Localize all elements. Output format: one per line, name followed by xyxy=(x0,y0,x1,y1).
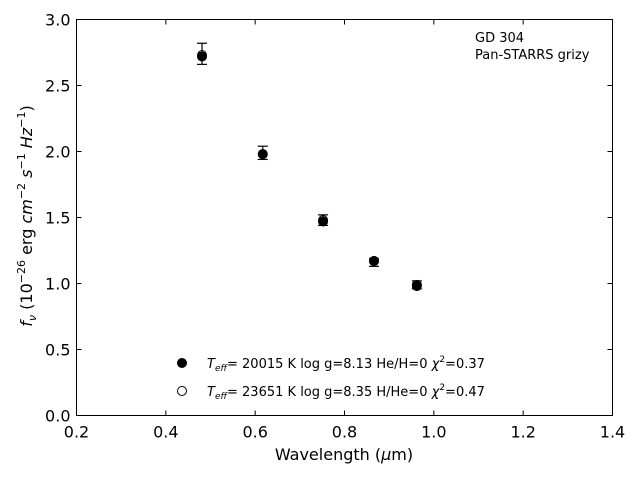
legend: Teff= 20015 K log g=8.13 He/H=0 χ2=0.37 … xyxy=(177,355,485,402)
y-tick-label: 1.0 xyxy=(45,275,70,294)
x-tick-label: 1.4 xyxy=(600,423,625,442)
model-point-open xyxy=(197,50,208,61)
model-point-open xyxy=(411,279,422,290)
legend-marker-filled xyxy=(177,358,187,368)
legend-marker-open xyxy=(177,386,187,396)
model-point-open xyxy=(368,256,379,267)
model-point-open xyxy=(318,215,329,226)
y-tick-label: 0.0 xyxy=(45,407,70,426)
data-markers xyxy=(197,50,422,292)
x-axis-title: Wavelength (μm) xyxy=(275,445,413,464)
legend-entry-1: Teff= 20015 K log g=8.13 He/H=0 χ2=0.37 xyxy=(207,355,485,374)
x-tick-label: 0.6 xyxy=(242,423,267,442)
legend-entry-2: Teff= 23651 K log g=8.35 H/He=0 χ2=0.47 xyxy=(207,383,485,402)
y-tick-label: 2.5 xyxy=(45,77,70,96)
y-tick-label: 1.5 xyxy=(45,209,70,228)
x-tick-label: 0.8 xyxy=(332,423,357,442)
y-tick-label: 3.0 xyxy=(45,11,70,30)
annotation-survey-name: Pan-STARRS grizy xyxy=(475,48,590,63)
y-axis-title: fν (10−26 erg cm−2 s−1 Hz−1) xyxy=(15,105,39,326)
model-point-open xyxy=(257,149,268,160)
annotation-object-name: GD 304 xyxy=(475,31,524,46)
x-tick-label: 1.0 xyxy=(421,423,446,442)
x-tick-label: 0.2 xyxy=(64,423,89,442)
x-tick-labels: 0.2 0.4 0.6 0.8 1.0 1.2 1.4 xyxy=(64,423,625,442)
y-tick-label: 2.0 xyxy=(45,143,70,162)
y-tick-label: 0.5 xyxy=(45,341,70,360)
axis-ticks xyxy=(76,19,613,416)
x-tick-label: 0.4 xyxy=(153,423,178,442)
y-tick-labels: 0.0 0.5 1.0 1.5 2.0 2.5 3.0 xyxy=(45,11,70,426)
x-tick-label: 1.2 xyxy=(510,423,535,442)
